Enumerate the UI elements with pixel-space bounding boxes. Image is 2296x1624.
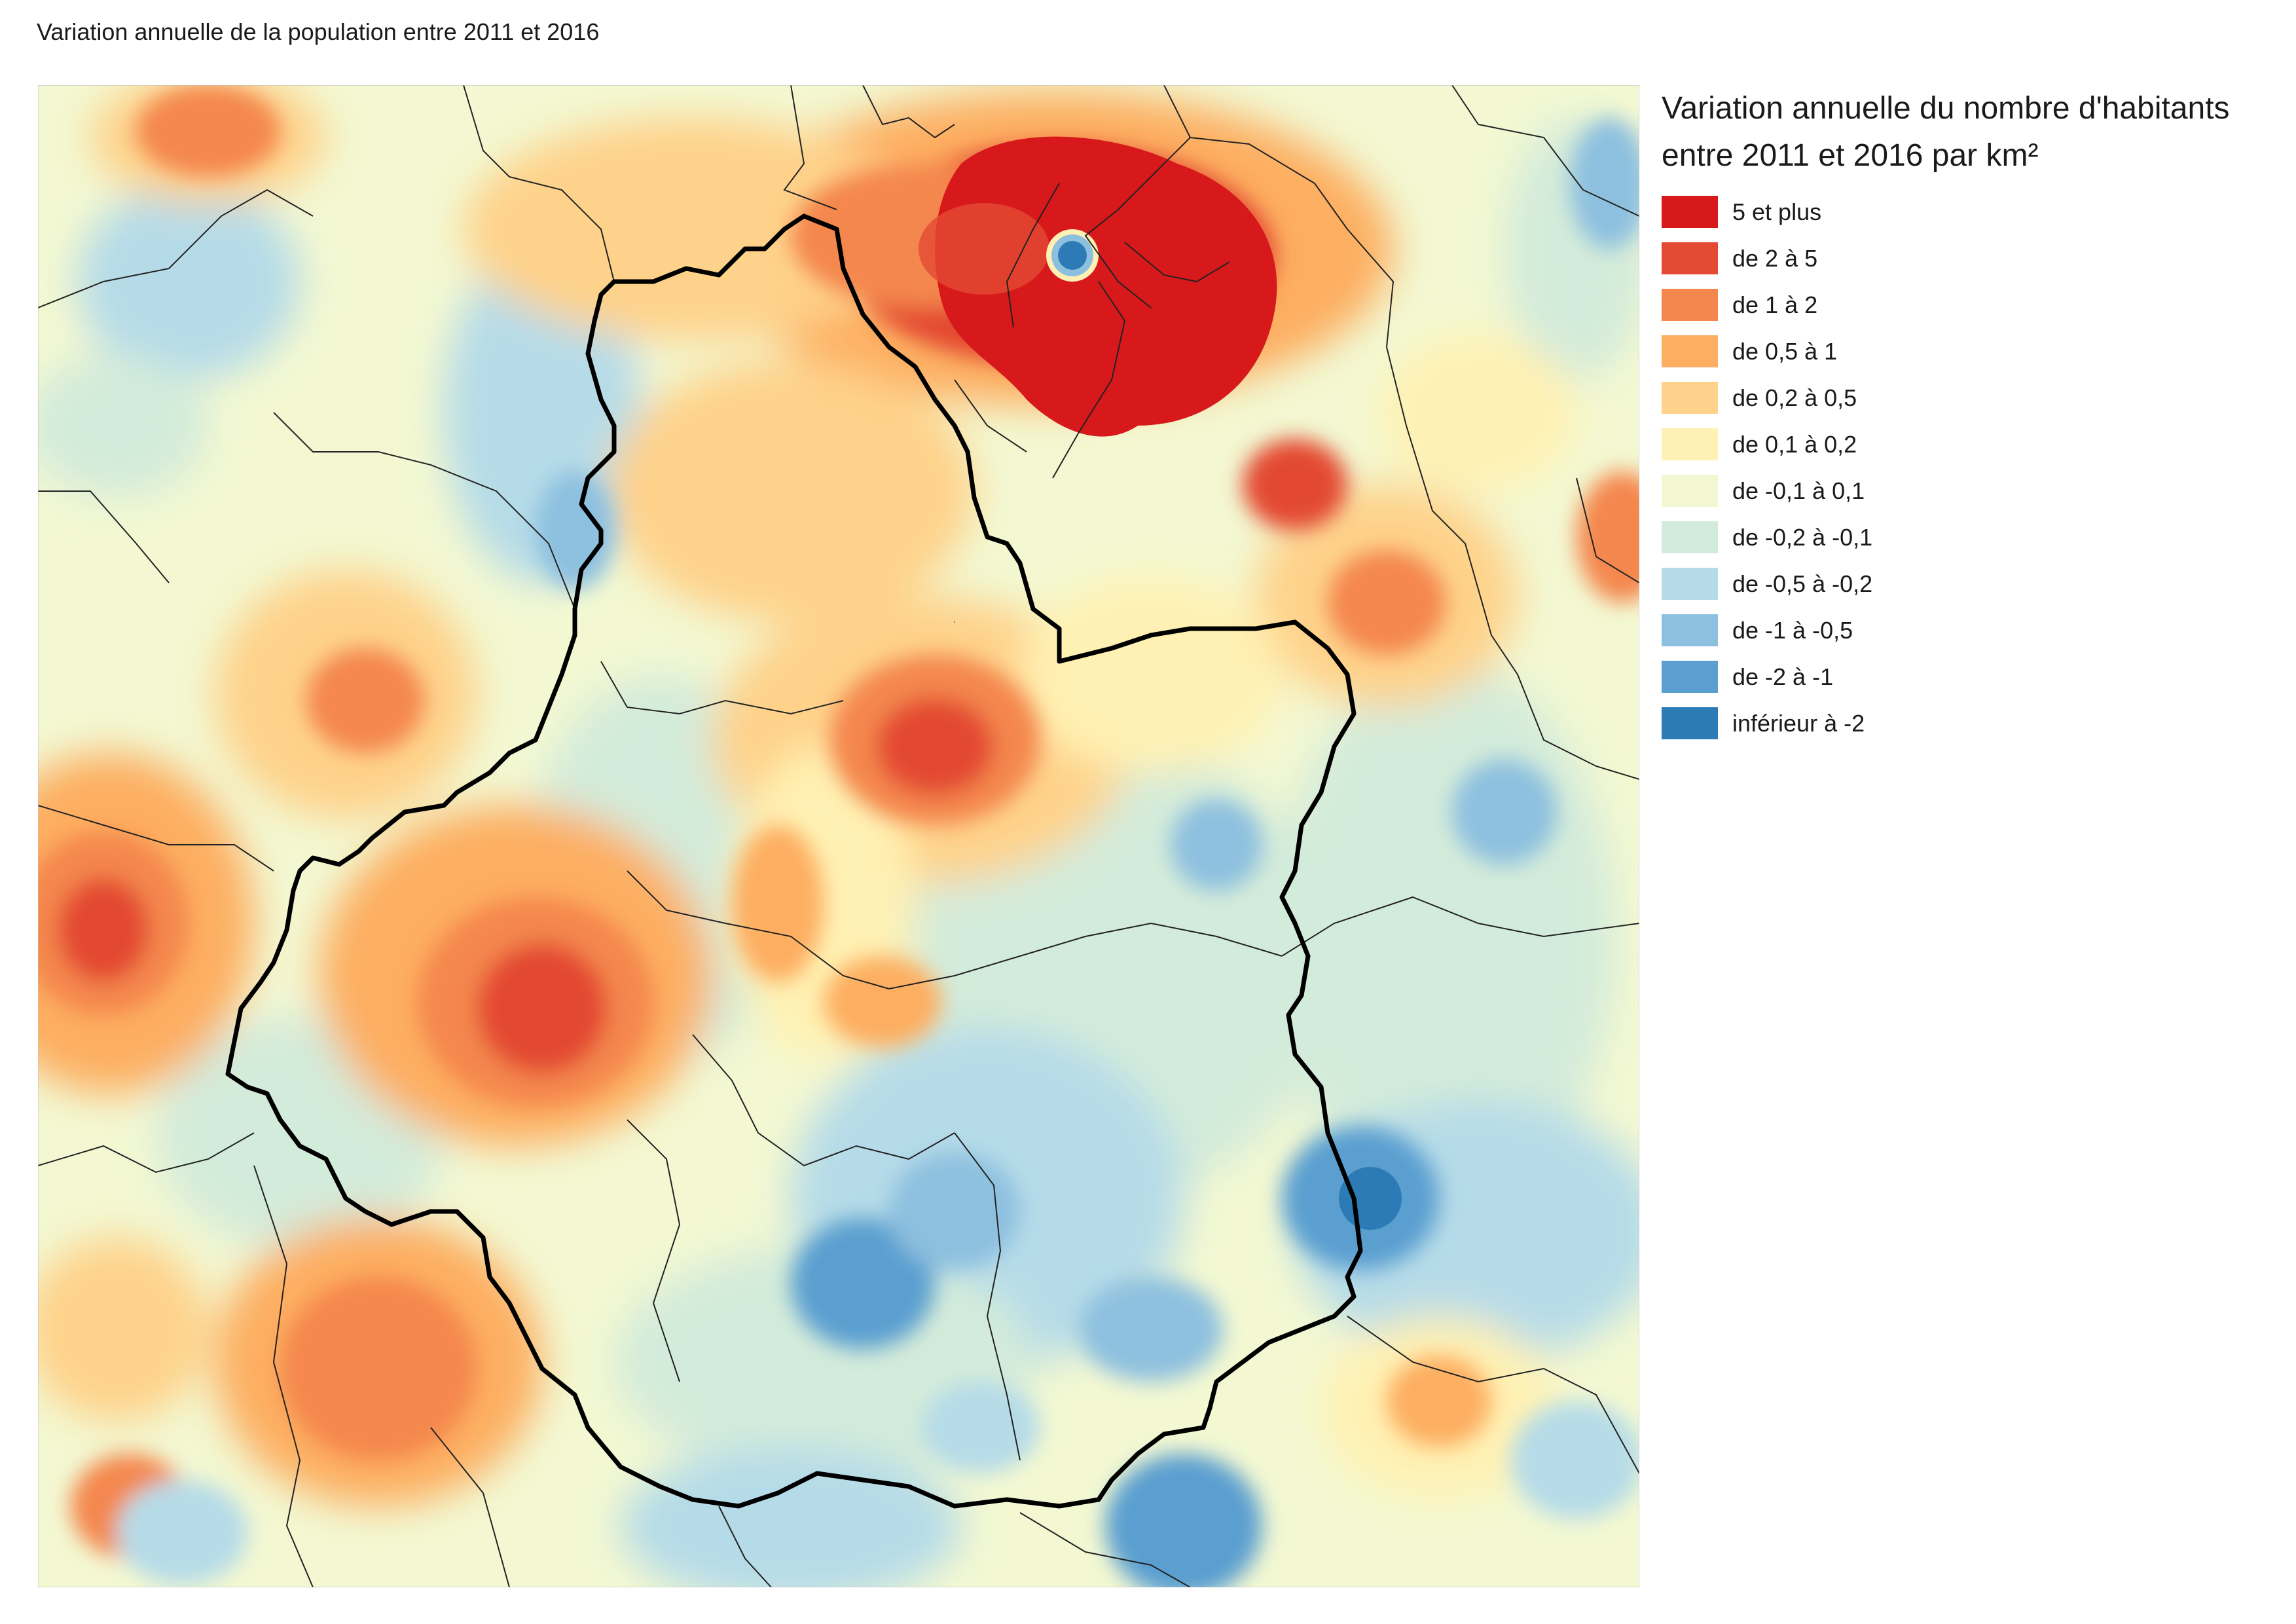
legend-swatch xyxy=(1662,707,1718,739)
legend-swatch xyxy=(1662,335,1718,367)
legend-label: de -1 à -0,5 xyxy=(1732,616,1853,644)
density-core xyxy=(919,136,1402,1230)
legend-item: de -1 à -0,5 xyxy=(1662,607,2277,654)
legend-swatch xyxy=(1662,614,1718,646)
region-outline xyxy=(225,213,1363,1509)
legend-label: de -2 à -1 xyxy=(1732,663,1834,690)
legend-item: de 0,1 à 0,2 xyxy=(1662,421,2277,468)
legend-swatch xyxy=(1662,568,1718,600)
legend-swatch xyxy=(1662,428,1718,460)
legend-items: 5 et plus de 2 à 5 de 1 à 2 de 0,5 à 1 de 0,… xyxy=(1662,189,2277,747)
legend-swatch xyxy=(1662,196,1718,228)
legend-label: inférieur à -2 xyxy=(1732,709,1865,737)
legend-item: de 2 à 5 xyxy=(1662,235,2277,282)
legend-label: de 1 à 2 xyxy=(1732,291,1818,318)
legend-item: de 0,5 à 1 xyxy=(1662,328,2277,375)
legend-swatch xyxy=(1662,521,1718,553)
legend-label: de 0,1 à 0,2 xyxy=(1732,430,1857,458)
legend-label: de 0,5 à 1 xyxy=(1732,337,1838,365)
legend-label: de -0,5 à -0,2 xyxy=(1732,570,1873,597)
legend-item: de 0,2 à 0,5 xyxy=(1662,375,2277,421)
legend-title: Variation annuelle du nombre d'habitants… xyxy=(1662,85,2277,179)
legend: Variation annuelle du nombre d'habitants… xyxy=(1662,85,2277,747)
legend-label: 5 et plus xyxy=(1732,198,1822,225)
legend-swatch xyxy=(1662,242,1718,274)
legend-item: 5 et plus xyxy=(1662,189,2277,235)
legend-swatch xyxy=(1662,661,1718,693)
admin-boundaries xyxy=(38,85,1639,1587)
legend-item: de -0,1 à 0,1 xyxy=(1662,468,2277,514)
legend-item: de 1 à 2 xyxy=(1662,282,2277,328)
legend-swatch xyxy=(1662,382,1718,414)
map-title: Variation annuelle de la population entr… xyxy=(37,18,600,45)
legend-item: de -0,5 à -0,2 xyxy=(1662,561,2277,607)
legend-swatch xyxy=(1662,475,1718,507)
legend-item: de -0,2 à -0,1 xyxy=(1662,514,2277,561)
legend-swatch xyxy=(1662,289,1718,321)
legend-title-line2: entre 2011 et 2016 par km² xyxy=(1662,138,2039,173)
legend-item: inférieur à -2 xyxy=(1662,700,2277,747)
legend-item: de -2 à -1 xyxy=(1662,654,2277,700)
legend-label: de 0,2 à 0,5 xyxy=(1732,384,1857,411)
map-canvas[interactable] xyxy=(38,85,1639,1587)
legend-label: de -0,2 à -0,1 xyxy=(1732,523,1873,551)
legend-title-line1: Variation annuelle du nombre d'habitants xyxy=(1662,91,2230,126)
legend-label: de 2 à 5 xyxy=(1732,244,1818,272)
legend-label: de -0,1 à 0,1 xyxy=(1732,477,1865,504)
